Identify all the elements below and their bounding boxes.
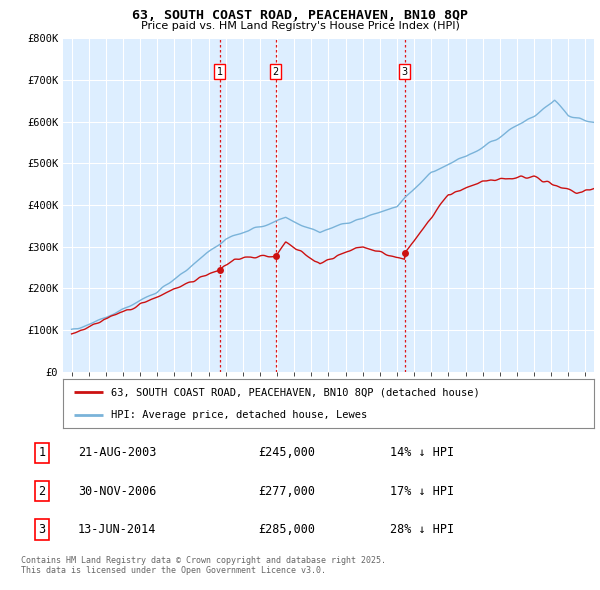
Text: £245,000: £245,000 [258,446,315,460]
Text: 14% ↓ HPI: 14% ↓ HPI [390,446,454,460]
Text: 63, SOUTH COAST ROAD, PEACEHAVEN, BN10 8QP: 63, SOUTH COAST ROAD, PEACEHAVEN, BN10 8… [132,9,468,22]
Text: 2: 2 [38,484,46,498]
Text: £285,000: £285,000 [258,523,315,536]
Text: 1: 1 [217,67,223,77]
Text: 1: 1 [38,446,46,460]
Text: 63, SOUTH COAST ROAD, PEACEHAVEN, BN10 8QP (detached house): 63, SOUTH COAST ROAD, PEACEHAVEN, BN10 8… [111,388,479,398]
Text: 28% ↓ HPI: 28% ↓ HPI [390,523,454,536]
Text: 2: 2 [272,67,279,77]
Text: 30-NOV-2006: 30-NOV-2006 [78,484,157,498]
Text: 3: 3 [38,523,46,536]
Text: £277,000: £277,000 [258,484,315,498]
Text: HPI: Average price, detached house, Lewes: HPI: Average price, detached house, Lewe… [111,409,367,419]
Text: 21-AUG-2003: 21-AUG-2003 [78,446,157,460]
Text: Contains HM Land Registry data © Crown copyright and database right 2025.
This d: Contains HM Land Registry data © Crown c… [21,556,386,575]
Text: 17% ↓ HPI: 17% ↓ HPI [390,484,454,498]
Text: Price paid vs. HM Land Registry's House Price Index (HPI): Price paid vs. HM Land Registry's House … [140,21,460,31]
Text: 3: 3 [401,67,408,77]
Text: 13-JUN-2014: 13-JUN-2014 [78,523,157,536]
